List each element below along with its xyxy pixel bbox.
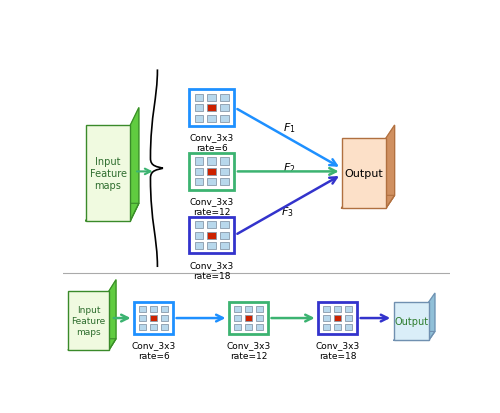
FancyBboxPatch shape <box>220 179 228 186</box>
Polygon shape <box>342 196 394 209</box>
FancyBboxPatch shape <box>134 302 173 334</box>
FancyBboxPatch shape <box>138 315 146 321</box>
FancyBboxPatch shape <box>194 222 203 229</box>
Text: Conv_3x3
rate=6: Conv_3x3 rate=6 <box>190 133 234 153</box>
Text: $F_3$: $F_3$ <box>282 205 294 218</box>
FancyBboxPatch shape <box>342 139 386 209</box>
FancyBboxPatch shape <box>194 158 203 165</box>
FancyBboxPatch shape <box>161 315 168 321</box>
FancyBboxPatch shape <box>150 324 158 330</box>
Polygon shape <box>130 108 139 221</box>
FancyBboxPatch shape <box>220 115 228 122</box>
Polygon shape <box>109 280 116 350</box>
Polygon shape <box>68 339 116 350</box>
FancyBboxPatch shape <box>208 179 216 186</box>
Text: Output: Output <box>394 316 428 326</box>
FancyBboxPatch shape <box>68 291 109 350</box>
FancyBboxPatch shape <box>234 315 241 321</box>
FancyBboxPatch shape <box>220 95 228 102</box>
FancyBboxPatch shape <box>208 158 216 165</box>
FancyBboxPatch shape <box>220 242 228 249</box>
FancyBboxPatch shape <box>208 105 216 112</box>
Text: Conv_3x3
rate=12: Conv_3x3 rate=12 <box>190 197 234 217</box>
FancyBboxPatch shape <box>208 115 216 122</box>
FancyBboxPatch shape <box>334 324 342 330</box>
FancyBboxPatch shape <box>334 306 342 312</box>
FancyBboxPatch shape <box>194 105 203 112</box>
FancyBboxPatch shape <box>138 324 146 330</box>
Polygon shape <box>386 126 394 209</box>
FancyBboxPatch shape <box>161 324 168 330</box>
FancyBboxPatch shape <box>194 169 203 176</box>
FancyBboxPatch shape <box>334 315 342 321</box>
FancyBboxPatch shape <box>256 306 264 312</box>
Text: Conv_3x3
rate=18: Conv_3x3 rate=18 <box>190 260 234 280</box>
Text: Input
Feature
maps: Input Feature maps <box>72 305 106 336</box>
FancyBboxPatch shape <box>208 95 216 102</box>
FancyBboxPatch shape <box>220 169 228 176</box>
FancyBboxPatch shape <box>220 105 228 112</box>
FancyBboxPatch shape <box>190 217 234 254</box>
FancyBboxPatch shape <box>208 222 216 229</box>
FancyBboxPatch shape <box>194 95 203 102</box>
Text: $F_1$: $F_1$ <box>284 121 296 134</box>
FancyBboxPatch shape <box>244 306 252 312</box>
Polygon shape <box>428 294 435 341</box>
FancyBboxPatch shape <box>323 306 330 312</box>
FancyBboxPatch shape <box>220 222 228 229</box>
FancyBboxPatch shape <box>150 315 158 321</box>
FancyBboxPatch shape <box>161 306 168 312</box>
Polygon shape <box>394 332 435 341</box>
FancyBboxPatch shape <box>244 324 252 330</box>
FancyBboxPatch shape <box>256 315 264 321</box>
FancyBboxPatch shape <box>234 306 241 312</box>
Text: Conv_3x3
rate=12: Conv_3x3 rate=12 <box>226 340 270 360</box>
FancyBboxPatch shape <box>318 302 357 334</box>
FancyBboxPatch shape <box>220 232 228 239</box>
FancyBboxPatch shape <box>208 242 216 249</box>
FancyBboxPatch shape <box>234 324 241 330</box>
FancyBboxPatch shape <box>229 302 268 334</box>
FancyBboxPatch shape <box>194 242 203 249</box>
FancyBboxPatch shape <box>190 90 234 127</box>
FancyBboxPatch shape <box>190 154 234 190</box>
FancyBboxPatch shape <box>150 306 158 312</box>
FancyBboxPatch shape <box>220 158 228 165</box>
FancyBboxPatch shape <box>194 232 203 239</box>
Text: Output: Output <box>344 169 383 178</box>
FancyBboxPatch shape <box>256 324 264 330</box>
Polygon shape <box>86 204 139 221</box>
FancyBboxPatch shape <box>208 232 216 239</box>
FancyBboxPatch shape <box>345 306 352 312</box>
FancyBboxPatch shape <box>244 315 252 321</box>
FancyBboxPatch shape <box>138 306 146 312</box>
FancyBboxPatch shape <box>394 302 428 341</box>
FancyBboxPatch shape <box>194 179 203 186</box>
Text: $F_2$: $F_2$ <box>284 160 296 174</box>
FancyBboxPatch shape <box>194 115 203 122</box>
FancyBboxPatch shape <box>208 169 216 176</box>
FancyBboxPatch shape <box>86 126 130 221</box>
Text: Conv_3x3
rate=18: Conv_3x3 rate=18 <box>316 340 360 360</box>
Text: Input
Feature
maps: Input Feature maps <box>90 156 126 191</box>
Text: Conv_3x3
rate=6: Conv_3x3 rate=6 <box>132 340 176 360</box>
FancyBboxPatch shape <box>323 315 330 321</box>
FancyBboxPatch shape <box>345 324 352 330</box>
FancyBboxPatch shape <box>323 324 330 330</box>
FancyBboxPatch shape <box>345 315 352 321</box>
